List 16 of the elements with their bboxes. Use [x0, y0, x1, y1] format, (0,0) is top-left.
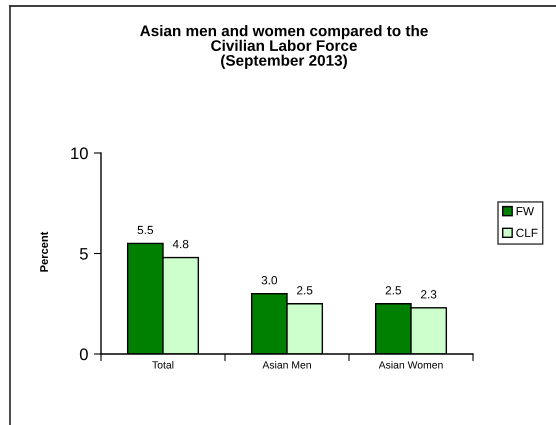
legend-label: FW: [516, 207, 534, 216]
data-label: 2.5: [297, 286, 312, 294]
data-label: 4.8: [172, 240, 188, 248]
x-tick-label: Asian Women: [378, 360, 443, 369]
chart-title: Asian men and women compared to the Civilian Labor Force (September 2013): [140, 25, 428, 69]
y-tick-label: 10: [71, 147, 88, 160]
x-tick-label: Total: [152, 360, 174, 369]
data-label: 3.0: [262, 276, 278, 284]
y-tick-label: 0: [80, 348, 88, 360]
data-label: 2.5: [386, 286, 402, 294]
data-label: 5.5: [138, 226, 154, 234]
y-axis-title: Percent: [40, 232, 48, 272]
y-tick-label: 5: [80, 248, 88, 260]
x-tick-label: Asian Men: [262, 360, 311, 369]
legend-label: CLF: [516, 228, 538, 238]
data-label: 2.3: [421, 290, 436, 298]
